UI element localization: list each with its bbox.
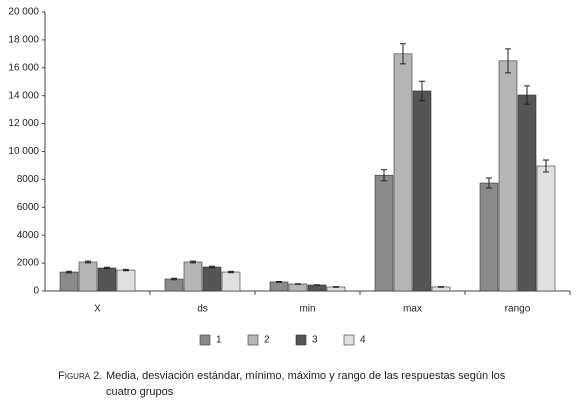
bar <box>536 165 556 292</box>
x-tick-label: min <box>299 304 315 315</box>
y-tick-label: 0 <box>33 286 39 297</box>
error-bar <box>314 284 320 286</box>
error-bar <box>85 260 91 264</box>
y-tick-label: 8000 <box>17 174 40 185</box>
error-bar <box>486 177 492 189</box>
y-tick-label: 6000 <box>17 202 40 213</box>
error-bar <box>123 268 129 272</box>
y-tick-label: 16 000 <box>8 62 39 73</box>
bar <box>307 284 327 292</box>
legend-label: 3 <box>312 335 318 346</box>
bar <box>97 267 117 292</box>
bar <box>288 283 308 292</box>
y-tick-label: 12 000 <box>8 118 39 129</box>
error-bar <box>104 266 110 270</box>
y-tick-label: 14 000 <box>8 90 39 101</box>
error-bar <box>524 85 530 105</box>
caption-label: Figura 2. <box>58 370 103 382</box>
caption-text: Media, desviación estándar, mínimo, máxi… <box>106 370 506 398</box>
bar <box>498 60 518 292</box>
legend-label: 2 <box>264 335 270 346</box>
bar <box>164 278 184 292</box>
bar <box>183 261 203 292</box>
y-tick-label: 4000 <box>17 230 40 241</box>
error-bar <box>171 277 177 281</box>
error-bar <box>438 286 444 288</box>
error-bar <box>400 43 406 65</box>
error-bar <box>276 281 282 283</box>
legend-swatch <box>295 334 307 346</box>
bar <box>412 90 432 292</box>
y-tick-label: 20 000 <box>8 7 39 18</box>
y-tick-label: 18 000 <box>8 35 39 46</box>
legend-label: 4 <box>360 335 366 346</box>
legend-swatch <box>247 334 259 346</box>
bar <box>479 182 499 292</box>
error-bar <box>228 270 234 274</box>
bar <box>393 53 413 292</box>
legend-label: 1 <box>216 335 222 346</box>
bar <box>116 269 136 292</box>
error-bar <box>381 169 387 182</box>
y-tick-label: 10 000 <box>8 146 39 157</box>
bar <box>221 271 241 292</box>
figure-caption: Figura 2. Media, desviación estándar, mí… <box>58 368 538 400</box>
error-bar <box>66 270 72 274</box>
chart: 0 2000 4000 6000 8000 10 000 12 000 14 000 16 00… <box>8 7 571 346</box>
bar <box>202 266 222 292</box>
bar <box>517 94 537 292</box>
bar <box>59 271 79 292</box>
error-bar <box>543 159 549 173</box>
legend-swatch <box>343 334 355 346</box>
legend-swatch <box>199 334 211 346</box>
error-bar <box>295 283 301 285</box>
bar <box>269 281 289 292</box>
x-tick-label: max <box>403 304 422 315</box>
error-bar <box>190 260 196 264</box>
x-tick-label: ds <box>197 304 208 315</box>
bar <box>78 261 98 292</box>
y-tick-label: 2000 <box>17 258 40 269</box>
error-bar <box>209 265 215 269</box>
bar <box>374 174 394 292</box>
error-bar <box>419 80 425 102</box>
x-tick-label: rango <box>505 304 531 315</box>
error-bar <box>505 48 511 74</box>
error-bar <box>333 286 339 288</box>
x-tick-label: X <box>94 304 101 315</box>
